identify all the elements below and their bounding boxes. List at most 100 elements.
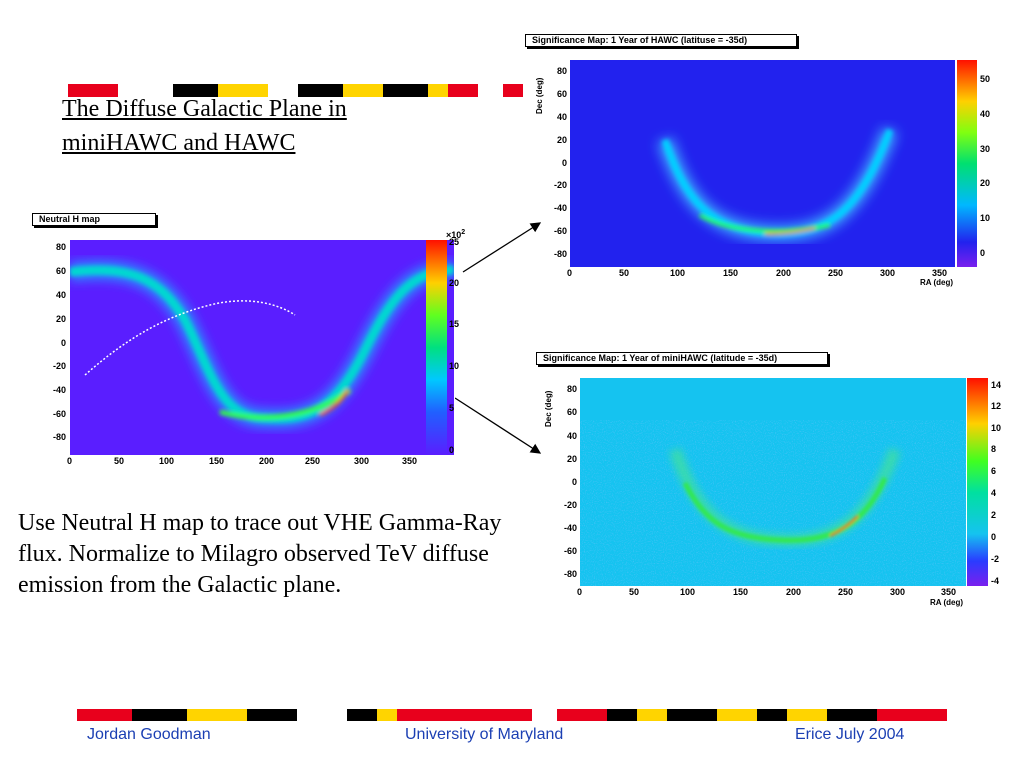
hawc-ytick-5: -20	[553, 180, 567, 190]
hawc-xtick-0: 0	[567, 268, 573, 278]
nh-ytick-3: 20	[55, 314, 66, 324]
nh-cbtick-2: 15	[449, 319, 460, 329]
hawc-ytick-7: -60	[553, 226, 567, 236]
mh-ytick-7: -60	[563, 546, 577, 556]
mh-xtick-1: 50	[629, 587, 640, 597]
nh-scale-exp: 2	[461, 229, 466, 236]
nh-cbtick-5: 0	[449, 445, 455, 455]
nh-xtick-7: 350	[402, 456, 418, 466]
hawc-xtick-3: 150	[723, 268, 739, 278]
nh-xtick-6: 300	[354, 456, 370, 466]
nh-xtick-1: 50	[114, 456, 125, 466]
neutral-h-plot-title: Neutral H map	[32, 213, 156, 226]
neutral-h-plot: Neutral H map 80 60 40 20 0 -20 -40 -60 …	[28, 213, 473, 468]
mh-cbtick-9: -4	[991, 576, 1000, 586]
hawc-ytick-2: 40	[556, 112, 567, 122]
mh-cbtick-1: 12	[991, 401, 1002, 411]
nh-xtick-4: 200	[259, 456, 275, 466]
nh-scale-mult: ×10	[446, 230, 462, 240]
mh-xtick-3: 150	[733, 587, 749, 597]
footer-author: Jordan Goodman	[87, 726, 211, 743]
arrow-to-minihawc	[455, 397, 542, 454]
slide-title-line2: miniHAWC and HAWC	[62, 130, 296, 156]
nh-xtick-2: 100	[159, 456, 175, 466]
hawc-map-image	[570, 60, 955, 267]
arrow-to-hawc	[462, 222, 542, 273]
nh-ytick-6: -40	[52, 385, 66, 395]
hawc-ytick-3: 20	[556, 135, 567, 145]
minihawc-plot: Significance Map: 1 Year of miniHAWC (la…	[536, 352, 1014, 610]
mh-cbtick-5: 4	[991, 488, 997, 498]
mh-ytick-4: 0	[571, 477, 577, 487]
mh-cbtick-8: -2	[991, 554, 1000, 564]
nh-ytick-0: 80	[55, 242, 66, 252]
mh-ytick-8: -80	[563, 569, 577, 579]
nh-cbtick-3: 10	[449, 361, 460, 371]
hawc-colorbar	[957, 60, 977, 267]
nh-ytick-7: -60	[52, 409, 66, 419]
nh-colorbar-scale: ×102	[446, 229, 465, 240]
nh-ytick-1: 60	[55, 266, 66, 276]
mh-cbtick-2: 10	[991, 423, 1002, 433]
nh-cbtick-1: 20	[449, 278, 460, 288]
hawc-cbtick-0: 50	[980, 74, 991, 84]
nh-ytick-2: 40	[55, 290, 66, 300]
hawc-x-label: RA (deg)	[920, 278, 954, 287]
mh-cbtick-6: 2	[991, 510, 997, 520]
minihawc-x-label: RA (deg)	[930, 598, 964, 607]
mh-cbtick-7: 0	[991, 532, 997, 542]
nh-ytick-4: 0	[60, 338, 66, 348]
mh-cbtick-4: 6	[991, 466, 997, 476]
nh-xtick-3: 150	[209, 456, 225, 466]
hawc-xtick-6: 300	[880, 268, 896, 278]
hawc-ytick-8: -80	[553, 249, 567, 259]
slide-title: The Diffuse Galactic Plane in miniHAWC a…	[62, 92, 482, 160]
nh-ytick-5: -20	[52, 361, 66, 371]
hawc-cbtick-5: 0	[980, 248, 986, 258]
neutral-h-colorbar	[426, 240, 447, 455]
minihawc-plot-title: Significance Map: 1 Year of miniHAWC (la…	[536, 352, 828, 365]
slide-body-text: Use Neutral H map to trace out VHE Gamma…	[18, 510, 502, 598]
hawc-ytick-4: 0	[561, 158, 567, 168]
minihawc-colorbar	[967, 378, 988, 586]
mh-ytick-2: 40	[566, 431, 577, 441]
hawc-cbtick-2: 30	[980, 144, 991, 154]
hawc-xtick-4: 200	[776, 268, 792, 278]
hawc-xtick-5: 250	[828, 268, 844, 278]
hawc-cbtick-1: 40	[980, 109, 991, 119]
slide-title-line1: The Diffuse Galactic Plane in	[62, 96, 347, 122]
hawc-cbtick-4: 10	[980, 213, 991, 223]
nh-xtick-0: 0	[67, 456, 73, 466]
connector-arrows	[455, 222, 542, 454]
mh-ytick-3: 20	[566, 454, 577, 464]
hawc-xtick-7: 350	[932, 268, 948, 278]
mh-xtick-5: 250	[838, 587, 854, 597]
mh-xtick-2: 100	[680, 587, 696, 597]
hawc-ytick-6: -40	[553, 203, 567, 213]
neutral-h-map-image	[70, 240, 454, 455]
mh-ytick-5: -20	[563, 500, 577, 510]
nh-xtick-5: 250	[305, 456, 321, 466]
mh-ytick-6: -40	[563, 523, 577, 533]
nh-cbtick-0: 25	[449, 237, 460, 247]
minihawc-map-image	[580, 378, 966, 586]
nh-cbtick-4: 5	[449, 403, 455, 413]
mh-cbtick-0: 14	[991, 380, 1002, 390]
hawc-plot-title: Significance Map: 1 Year of HAWC (latitu…	[525, 34, 797, 47]
mh-xtick-0: 0	[577, 587, 583, 597]
hawc-plot: Significance Map: 1 Year of HAWC (latitu…	[525, 34, 1000, 289]
mh-xtick-6: 300	[890, 587, 906, 597]
footer-event: Erice July 2004	[795, 726, 905, 743]
hawc-ytick-1: 60	[556, 89, 567, 99]
mh-xtick-4: 200	[786, 587, 802, 597]
hawc-ytick-0: 80	[556, 66, 567, 76]
mh-xtick-7: 350	[941, 587, 957, 597]
bottom-flag-stripe	[77, 709, 947, 721]
mh-ytick-0: 80	[566, 384, 577, 394]
hawc-xtick-1: 50	[619, 268, 630, 278]
hawc-xtick-2: 100	[670, 268, 686, 278]
footer-institution: University of Maryland	[405, 726, 564, 743]
nh-ytick-8: -80	[52, 432, 66, 442]
hawc-cbtick-3: 20	[980, 178, 991, 188]
top-flag-stripe	[68, 84, 523, 97]
